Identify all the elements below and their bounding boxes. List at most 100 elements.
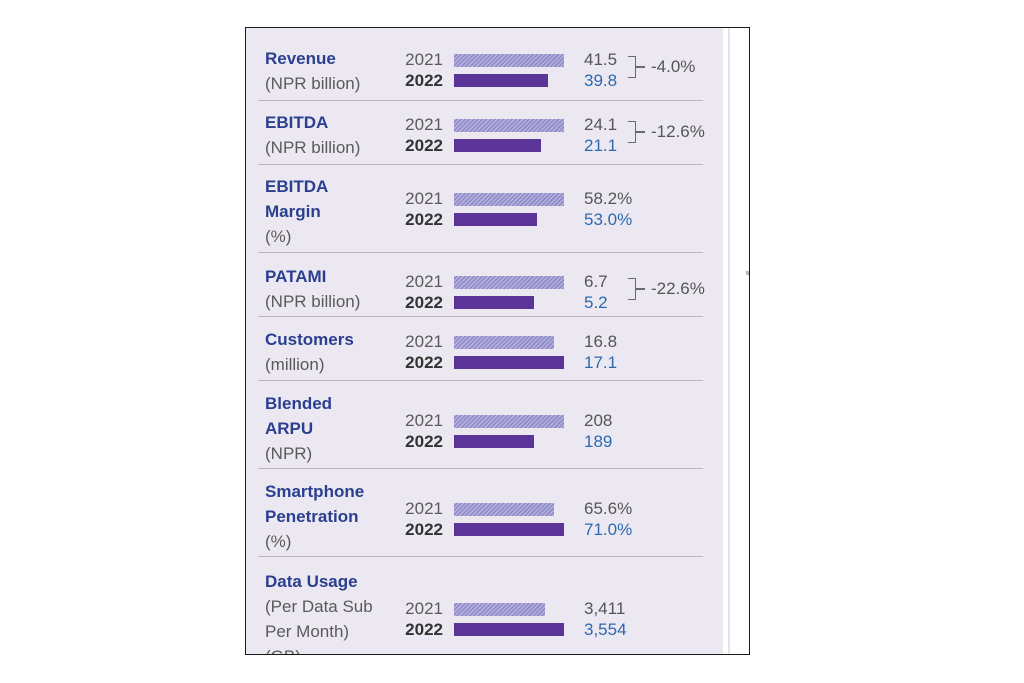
metric-name: Margin bbox=[265, 202, 321, 221]
value-2021: 24.1 bbox=[584, 115, 618, 134]
change-bracket-tick bbox=[636, 131, 645, 133]
change-bracket bbox=[628, 121, 636, 143]
change-percent: -22.6% bbox=[651, 279, 705, 298]
bar-2022 bbox=[454, 74, 548, 87]
change-percent: -12.6% bbox=[651, 122, 705, 141]
row-divider bbox=[258, 252, 703, 253]
year-label-2021: 2021 bbox=[405, 499, 443, 518]
metric-label: PATAMI (NPR billion) bbox=[265, 264, 360, 314]
gutter-line bbox=[728, 28, 730, 654]
value-2022: 53.0% bbox=[584, 210, 633, 229]
metric-unit: (NPR billion) bbox=[265, 292, 361, 311]
metric-label: Revenue (NPR billion) bbox=[265, 46, 360, 96]
value-2022: 3,554 bbox=[584, 620, 627, 639]
metric-name: Data Usage bbox=[265, 572, 358, 591]
year-label-2021: 2021 bbox=[405, 599, 443, 618]
change-percent: -4.0% bbox=[651, 57, 696, 76]
kpi-panel: Revenue (NPR billion) 2021 2022 41.5 39.8 -4.0… bbox=[246, 28, 723, 654]
year-label-2021: 2021 bbox=[405, 189, 443, 208]
year-label-2022: 2022 bbox=[405, 71, 443, 90]
metric-unit: Per Month) bbox=[265, 622, 350, 641]
year-label-2021: 2021 bbox=[405, 411, 443, 430]
bar-2021 bbox=[454, 193, 564, 206]
kpi-row: Revenue (NPR billion) 2021 2022 41.5 39.8 -4.0… bbox=[246, 46, 723, 136]
metric-unit: (NPR) bbox=[265, 444, 313, 463]
row-divider bbox=[258, 316, 703, 317]
metric-label: Blended ARPU (NPR) bbox=[265, 391, 332, 466]
row-divider bbox=[258, 164, 703, 165]
bar-2022 bbox=[454, 623, 564, 636]
value-2022: 39.8 bbox=[584, 71, 618, 90]
value-2021: 208 bbox=[584, 411, 613, 430]
kpi-row: Smartphone Penetration (%) 2021 2022 65.6% 71.… bbox=[246, 479, 723, 569]
metric-label: EBITDA (NPR billion) bbox=[265, 110, 360, 160]
row-divider bbox=[258, 100, 703, 101]
year-label-2021: 2021 bbox=[405, 115, 443, 134]
kpi-row: EBITDA Margin (%) 2021 2022 58.2% 53.0% bbox=[246, 174, 723, 264]
metric-label: EBITDA Margin (%) bbox=[265, 174, 328, 249]
metric-unit: (Per Data Sub bbox=[265, 597, 373, 616]
value-2022: 189 bbox=[584, 432, 613, 451]
year-label-2022: 2022 bbox=[405, 520, 443, 539]
metric-name: EBITDA bbox=[265, 177, 329, 196]
value-2021: 6.7 bbox=[584, 272, 608, 291]
metric-name: ARPU bbox=[265, 419, 314, 438]
value-2022: 17.1 bbox=[584, 353, 618, 372]
row-divider bbox=[258, 468, 703, 469]
value-2021: 41.5 bbox=[584, 50, 618, 69]
metric-name: Blended bbox=[265, 394, 333, 413]
row-divider bbox=[258, 556, 703, 557]
bar-2021 bbox=[454, 415, 564, 428]
metric-label: Customers (million) bbox=[265, 327, 354, 377]
metric-unit: (NPR billion) bbox=[265, 138, 361, 157]
metric-unit: (million) bbox=[265, 355, 325, 374]
year-label-2022: 2022 bbox=[405, 136, 443, 155]
bar-2022 bbox=[454, 356, 564, 369]
metric-label: Data Usage (Per Data Sub Per Month) (GB) bbox=[265, 569, 373, 654]
bar-2022 bbox=[454, 523, 564, 536]
kpi-row: Customers (million) 2021 2022 16.8 17.1 bbox=[246, 327, 723, 417]
value-2021: 16.8 bbox=[584, 332, 618, 351]
metric-name: Penetration bbox=[265, 507, 359, 526]
year-label-2022: 2022 bbox=[405, 432, 443, 451]
kpi-row: EBITDA (NPR billion) 2021 2022 24.1 21.1 -12.6… bbox=[246, 110, 723, 200]
metric-name: EBITDA bbox=[265, 113, 329, 132]
value-2021: 3,411 bbox=[584, 599, 626, 618]
kpi-row: PATAMI (NPR billion) 2021 2022 6.7 5.2 -22.6% bbox=[246, 264, 723, 354]
row-divider bbox=[258, 380, 703, 381]
year-label-2022: 2022 bbox=[405, 293, 443, 312]
year-label-2021: 2021 bbox=[405, 332, 443, 351]
year-label-2021: 2021 bbox=[405, 50, 443, 69]
value-2021: 58.2% bbox=[584, 189, 633, 208]
gutter-mark bbox=[746, 271, 749, 275]
value-2022: 21.1 bbox=[584, 136, 618, 155]
year-label-2022: 2022 bbox=[405, 210, 443, 229]
change-bracket-tick bbox=[636, 66, 645, 68]
metric-unit: (NPR billion) bbox=[265, 74, 361, 93]
metric-name: Revenue bbox=[265, 49, 336, 68]
bar-2021 bbox=[454, 503, 554, 516]
bar-2022 bbox=[454, 213, 537, 226]
change-bracket-tick bbox=[636, 288, 645, 290]
value-2022: 5.2 bbox=[584, 293, 608, 312]
bar-2022 bbox=[454, 435, 534, 448]
value-2021: 65.6% bbox=[584, 499, 633, 518]
bar-2022 bbox=[454, 296, 534, 309]
metric-name: PATAMI bbox=[265, 267, 327, 286]
year-label-2022: 2022 bbox=[405, 353, 443, 372]
year-label-2022: 2022 bbox=[405, 620, 443, 639]
metric-name: Customers bbox=[265, 330, 354, 349]
value-2022: 71.0% bbox=[584, 520, 633, 539]
metric-unit: (GB) bbox=[265, 644, 373, 654]
infographic-frame: Revenue (NPR billion) 2021 2022 41.5 39.8 -4.0… bbox=[245, 27, 750, 655]
metric-label: Smartphone Penetration (%) bbox=[265, 479, 364, 554]
bar-2021 bbox=[454, 119, 564, 132]
bar-2021 bbox=[454, 603, 545, 616]
change-bracket bbox=[628, 278, 636, 300]
metric-unit: (%) bbox=[265, 227, 292, 246]
change-bracket bbox=[628, 56, 636, 78]
kpi-row: Blended ARPU (NPR) 2021 2022 208 189 bbox=[246, 391, 723, 481]
bar-2021 bbox=[454, 276, 564, 289]
metric-unit: (%) bbox=[265, 532, 292, 551]
metric-name: Smartphone bbox=[265, 482, 365, 501]
